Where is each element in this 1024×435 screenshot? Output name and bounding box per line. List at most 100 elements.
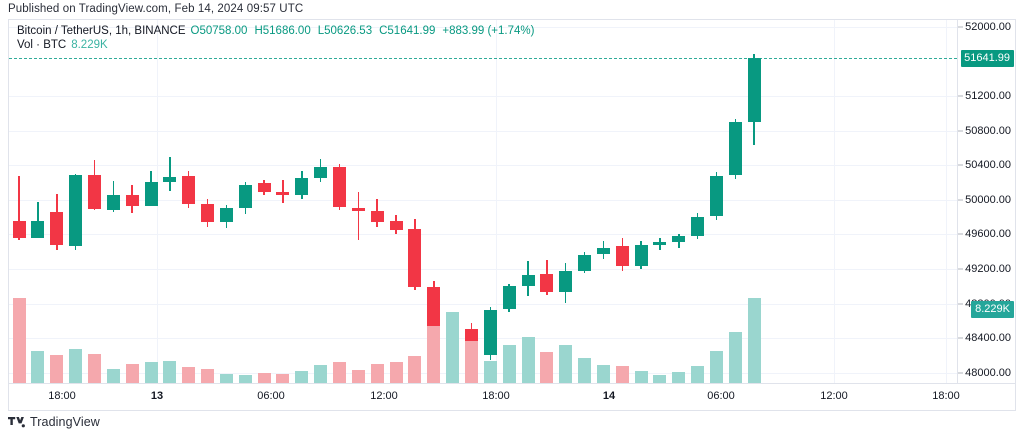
volume-bar bbox=[125, 363, 139, 383]
volume-bar bbox=[314, 364, 328, 383]
chart-frame: 52000.00 51200.00 50800.00 50400.00 50000.00… bbox=[8, 19, 1016, 411]
volume-bar bbox=[69, 348, 83, 383]
volume-bar bbox=[106, 369, 120, 383]
legend-volume-row[interactable]: Vol · BTC 8.229K bbox=[17, 38, 541, 52]
horizontal-gridline bbox=[9, 96, 957, 98]
horizontal-gridline bbox=[9, 303, 957, 305]
candle-wick bbox=[282, 179, 284, 204]
price-axis-label: 50000.00 bbox=[965, 193, 1011, 206]
volume-bar bbox=[257, 373, 271, 383]
time-axis-label: 14 bbox=[602, 390, 616, 402]
candle-body bbox=[201, 204, 214, 223]
legend-ohlc-values: O50758.00 H51686.00 L50626.53 C51641.99 +883… bbox=[191, 25, 542, 37]
horizontal-gridline bbox=[9, 372, 957, 374]
candle-wick bbox=[37, 201, 39, 233]
candlestick-series bbox=[9, 20, 957, 383]
price-axis-tick bbox=[958, 26, 963, 28]
candle-body bbox=[163, 177, 177, 182]
time-axis-label: 18:00 bbox=[932, 390, 960, 402]
volume-bar bbox=[653, 374, 667, 383]
time-axis-label: 18:00 bbox=[482, 390, 510, 402]
legend-open: O50758.00 bbox=[190, 25, 248, 37]
price-axis-label: 49200.00 bbox=[965, 262, 1011, 275]
volume-bar bbox=[351, 370, 365, 383]
volume-bar bbox=[31, 351, 45, 383]
candle-body bbox=[219, 208, 233, 223]
vertical-gridline bbox=[496, 20, 497, 383]
price-axis-label: 48400.00 bbox=[965, 332, 1011, 345]
chart-plot-area[interactable] bbox=[9, 20, 957, 383]
volume-bar bbox=[728, 331, 742, 383]
candle-body bbox=[483, 309, 497, 356]
horizontal-gridline bbox=[9, 268, 957, 270]
candle-body bbox=[559, 270, 573, 293]
volume-bar bbox=[540, 352, 554, 383]
price-axis-label: 52000.00 bbox=[965, 20, 1011, 33]
horizontal-gridline bbox=[9, 199, 957, 201]
horizontal-gridline bbox=[9, 26, 957, 28]
horizontal-gridline bbox=[9, 130, 957, 132]
volume-bar bbox=[634, 370, 648, 383]
volume-bar bbox=[276, 374, 290, 383]
price-axis-label: 49600.00 bbox=[965, 228, 1011, 241]
candle-body bbox=[389, 220, 403, 230]
candle-body bbox=[182, 175, 196, 205]
time-axis-label: 18:00 bbox=[48, 390, 76, 402]
candle-body bbox=[144, 181, 158, 206]
volume-bar bbox=[333, 361, 346, 383]
candle-body bbox=[408, 229, 422, 288]
candle-body bbox=[653, 242, 667, 245]
volume-bar bbox=[596, 365, 610, 383]
volume-bar bbox=[559, 345, 573, 383]
volume-bar bbox=[389, 361, 403, 383]
volume-bar bbox=[710, 351, 723, 383]
volume-bar bbox=[12, 297, 26, 383]
volume-bar bbox=[163, 360, 177, 383]
tradingview-footer[interactable]: TradingView bbox=[8, 415, 100, 429]
tradingview-brand-label: TradingView bbox=[30, 415, 100, 429]
published-note: Published on TradingView.com, Feb 14, 20… bbox=[8, 3, 304, 15]
price-axis-tick bbox=[958, 268, 963, 270]
candle-body bbox=[31, 220, 45, 238]
time-axis-label: 12:00 bbox=[820, 390, 848, 402]
time-axis-label: 06:00 bbox=[257, 390, 285, 402]
volume-bar bbox=[201, 368, 214, 383]
candle-wick bbox=[357, 192, 360, 240]
volume-bar bbox=[238, 375, 252, 383]
price-axis-label: 48000.00 bbox=[965, 366, 1011, 379]
candle-wick bbox=[18, 176, 20, 241]
time-axis-label: 13 bbox=[150, 390, 164, 402]
price-axis[interactable]: 52000.00 51200.00 50800.00 50400.00 50000.00… bbox=[957, 20, 1015, 383]
volume-bar bbox=[747, 297, 761, 383]
time-axis[interactable]: 18:00 13 06:00 12:00 18:00 14 06:00 12:00 18:00 bbox=[9, 383, 1015, 410]
candle-body bbox=[540, 274, 554, 293]
horizontal-gridline bbox=[9, 338, 957, 340]
volume-bar bbox=[691, 365, 705, 383]
vertical-gridline bbox=[157, 20, 158, 383]
price-axis-label: 50400.00 bbox=[965, 159, 1011, 172]
candle-body bbox=[295, 178, 309, 195]
price-axis-label: 51200.00 bbox=[965, 90, 1011, 103]
volume-bar bbox=[672, 372, 686, 383]
vertical-gridline bbox=[834, 20, 835, 383]
candle-wick bbox=[169, 157, 171, 192]
volume-bar bbox=[578, 358, 591, 383]
candle-body bbox=[747, 58, 761, 122]
volume-bar bbox=[50, 355, 64, 383]
candle-body bbox=[50, 211, 64, 245]
volume-bar bbox=[483, 361, 497, 383]
volume-bar bbox=[427, 326, 441, 383]
price-axis-tick bbox=[958, 233, 963, 235]
candle-body bbox=[106, 194, 120, 211]
candle-body bbox=[521, 275, 535, 287]
candle-body bbox=[728, 122, 742, 175]
legend-symbol-row[interactable]: Bitcoin / TetherUS, 1h, BINANCE O50758.00… bbox=[17, 24, 541, 38]
volume-bar bbox=[521, 337, 535, 383]
price-axis-tick bbox=[958, 95, 963, 97]
volume-value-badge: 8.229K bbox=[971, 300, 1014, 318]
candle-body bbox=[596, 248, 610, 255]
legend-volume-value: 8.229K bbox=[71, 39, 108, 51]
candle-body bbox=[502, 286, 516, 310]
time-axis-label: 06:00 bbox=[707, 390, 735, 402]
